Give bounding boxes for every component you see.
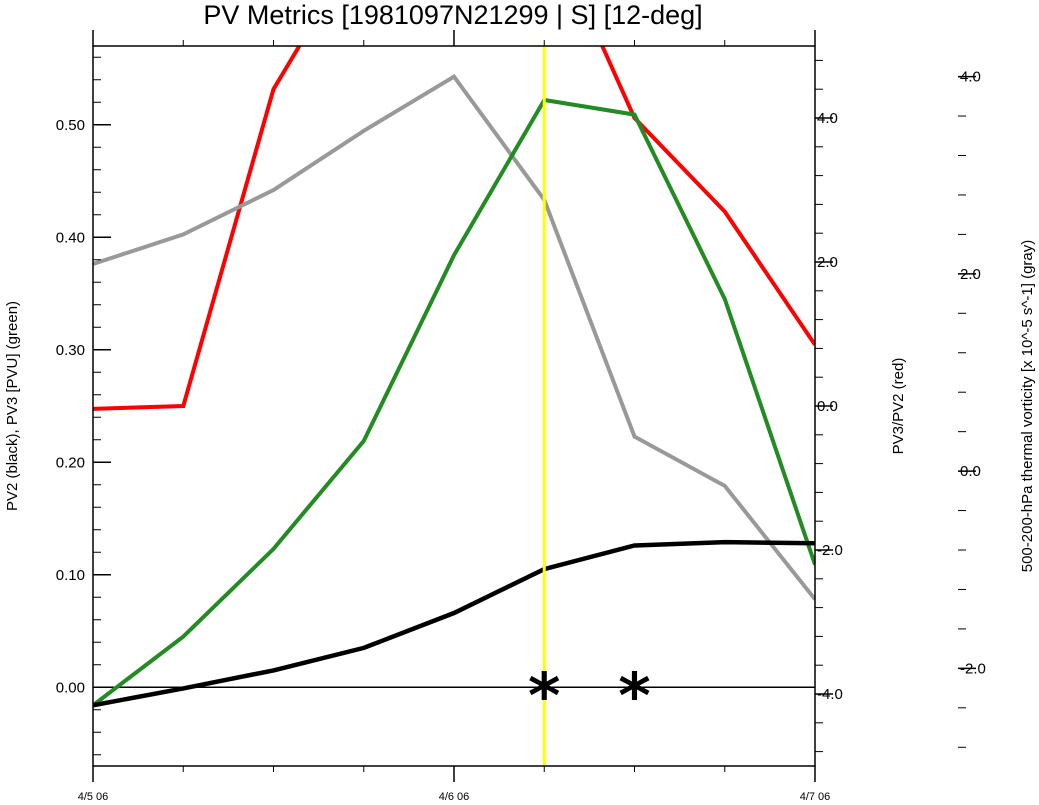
left-axis-tick-label: 0.00 (56, 679, 85, 696)
far-right-axis: -2.0 0.0 2.0 4.0 (958, 69, 986, 748)
pv-ratio-red-line (93, 46, 815, 411)
series-layer (93, 46, 815, 766)
pv3-green-line (93, 97, 815, 707)
far-right-axis-tick-label: 2.0 (960, 266, 981, 283)
right-axis-tick-label: 0.0 (817, 398, 838, 415)
pv2-black-line (93, 539, 815, 708)
right-axis-label: PV3/PV2 (red) (890, 358, 907, 455)
left-axis-tick-label: 0.40 (56, 229, 85, 246)
far-right-axis-tick-label: 0.0 (960, 463, 981, 480)
x-axis-tick-label: 4/7 06 (800, 791, 831, 803)
left-axis: 0.00 0.10 0.20 0.30 0.40 0.50 (56, 56, 111, 756)
far-right-axis-tick-label: 4.0 (960, 69, 981, 86)
right-axis-tick-label: 2.0 (817, 254, 838, 271)
left-axis-tick-label: 0.20 (56, 454, 85, 471)
plot-frame (92, 45, 816, 767)
right-axis-tick-label: -4.0 (817, 686, 843, 703)
left-axis-label: PV2 (black), PV3 [PVU] (green) (4, 301, 21, 511)
far-right-axis-label: 500-200-hPa thermal vorticity [x 10^-5 s… (1019, 240, 1036, 573)
x-axis: 4/5 06 4/6 06 4/7 06 (78, 30, 831, 803)
left-axis-tick-label: 0.30 (56, 342, 85, 359)
thermal-vorticity-gray-line (93, 73, 815, 601)
marker-layer: * * (528, 659, 651, 732)
far-right-axis-tick-label: -2.0 (960, 660, 986, 677)
plot-area: * * (92, 45, 816, 767)
star-marker: * (618, 659, 650, 732)
right-axis-tick-label: 4.0 (817, 110, 838, 127)
star-marker: * (528, 659, 560, 732)
chart-title: PV Metrics [1981097N21299 | S] [12-deg] (203, 0, 702, 30)
right-axis: -4.0 -2.0 0.0 2.0 4.0 (815, 59, 843, 753)
right-axis-tick-label: -2.0 (817, 542, 843, 559)
left-axis-tick-label: 0.10 (56, 567, 85, 584)
left-axis-tick-label: 0.50 (56, 117, 85, 134)
x-axis-tick-label: 4/5 06 (78, 791, 109, 803)
x-axis-tick-label: 4/6 06 (439, 791, 470, 803)
